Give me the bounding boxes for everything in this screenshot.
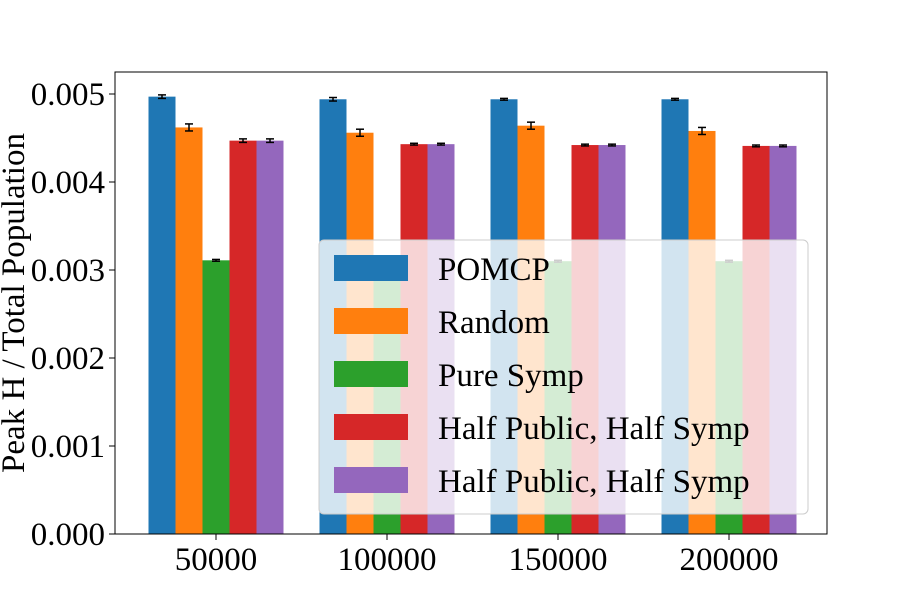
x-tick-label: 200000 — [680, 542, 779, 578]
bar — [148, 96, 176, 534]
bar — [229, 140, 257, 534]
legend-label: Half Public, Half Symp — [438, 411, 750, 447]
legend-box — [318, 239, 809, 515]
y-tick-label: 0.002 — [31, 341, 105, 377]
axes-layer — [114, 71, 828, 535]
x-axis: 50000 100000 150000 200000 — [175, 534, 779, 578]
legend-label: Half Public, Half Symp — [438, 464, 750, 500]
y-axis-label: Peak H / Total Population — [0, 133, 32, 473]
x-tick-label: 50000 — [175, 542, 258, 578]
y-tick-label: 0.004 — [31, 165, 105, 201]
y-tick-label: 0.005 — [31, 77, 105, 113]
legend-swatch — [334, 308, 408, 334]
y-axis: 0.000 0.001 0.002 0.003 0.004 0.005 — [31, 77, 115, 553]
x-tick-label: 100000 — [338, 542, 437, 578]
y-tick-label: 0.001 — [31, 429, 105, 465]
legend: POMCP Random Pure Symp Half Public, Half Sy… — [318, 239, 809, 515]
legend-swatch — [334, 467, 408, 493]
plot-frame — [114, 71, 828, 535]
bar — [202, 260, 230, 534]
legend-label: Pure Symp — [438, 358, 584, 394]
x-tick-label: 150000 — [509, 542, 608, 578]
y-tick-label: 0.000 — [31, 517, 105, 553]
legend-swatch — [334, 361, 408, 387]
legend-label: POMCP — [438, 252, 550, 288]
legend-label: Random — [438, 305, 550, 341]
legend-swatch — [334, 414, 408, 440]
bar — [256, 140, 284, 534]
bar — [175, 127, 203, 534]
y-tick-label: 0.003 — [31, 253, 105, 289]
legend-swatch — [334, 255, 408, 281]
